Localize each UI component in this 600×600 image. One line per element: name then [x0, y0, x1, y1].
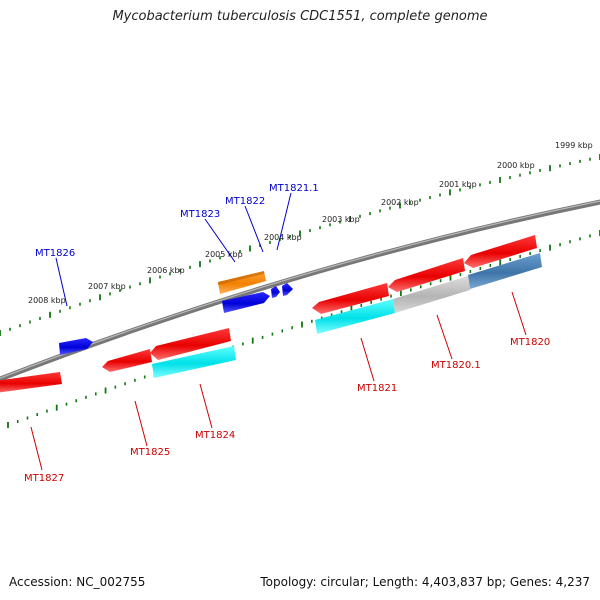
leader-mt1820 [511, 291, 527, 336]
leader-lines [30, 192, 527, 471]
leader-mt1821 [360, 337, 375, 382]
label-mt1822: MT1822 [225, 196, 265, 207]
minus-strand-genes [0, 235, 542, 393]
label-mt1821-1: MT1821.1 [269, 183, 319, 194]
kbp-label: 2007 kbp [88, 282, 126, 291]
label-mt1820: MT1820 [510, 337, 550, 348]
leader-mt1826 [55, 257, 68, 307]
gene-mt1825[interactable] [102, 349, 152, 372]
label-mt1826: MT1826 [35, 248, 75, 259]
gene-mt1820-steel [468, 253, 542, 289]
kbp-label: 2001 kbp [439, 180, 477, 189]
label-mt1820-1: MT1820.1 [431, 360, 481, 371]
gene-labels: MT1826 MT1823 MT1822 MT1821.1 MT1827 MT1… [24, 183, 550, 484]
label-mt1821: MT1821 [357, 383, 397, 394]
kbp-label: 2005 kbp [205, 250, 243, 259]
gene-mt1827[interactable] [0, 372, 62, 393]
gene-mt1821-cyan [315, 299, 395, 334]
gene-mt1822[interactable] [218, 271, 266, 294]
accession-text: Accession: NC_002755 [9, 575, 146, 589]
label-mt1823: MT1823 [180, 209, 220, 220]
label-mt1827: MT1827 [24, 473, 64, 484]
kbp-label: 2000 kbp [497, 161, 535, 170]
leader-mt1821-1 [276, 192, 292, 251]
kbp-label: 1999 kbp [555, 141, 593, 150]
kbp-label: 2008 kbp [28, 296, 66, 305]
kbp-label: 2004 kbp [264, 233, 302, 242]
gene-mt1821[interactable] [312, 283, 389, 314]
label-mt1825: MT1825 [130, 447, 170, 458]
label-mt1824: MT1824 [195, 430, 235, 441]
gene-mt1820-1-grey [393, 276, 470, 313]
gene-mt1820-1[interactable] [388, 258, 465, 292]
kbp-label: 2003 kbp [322, 215, 360, 224]
leader-mt1827 [30, 426, 43, 471]
genome-backbone [0, 199, 600, 382]
inner-tick-ring [7, 230, 600, 428]
gene-mt1821-1-b[interactable] [282, 283, 293, 296]
gene-mt1826[interactable] [59, 338, 93, 355]
kbp-label: 2006 kbp [147, 266, 185, 275]
plus-strand-genes [59, 271, 293, 355]
kbp-label: 2002 kbp [381, 198, 419, 207]
kbp-labels: 2008 kbp 2007 kbp 2006 kbp 2005 kbp 2004… [28, 141, 593, 305]
leader-mt1825 [134, 400, 148, 447]
leader-mt1824 [199, 383, 213, 429]
gene-mt1824-cyan [152, 346, 236, 378]
genome-summary-text: Topology: circular; Length: 4,403,837 bp… [260, 575, 590, 589]
gene-mt1820[interactable] [464, 235, 537, 268]
leader-mt1823 [204, 218, 236, 263]
gene-mt1824[interactable] [150, 328, 231, 360]
gene-mt1823[interactable] [222, 292, 270, 313]
gene-mt1821-1-a[interactable] [271, 286, 280, 298]
leader-mt1820-1 [436, 314, 453, 360]
gene-mt1822-shadow [218, 271, 264, 285]
leader-mt1822 [244, 205, 264, 253]
outer-tick-ring [0, 154, 600, 336]
map-title: Mycobacterium tuberculosis CDC1551, comp… [112, 9, 488, 24]
